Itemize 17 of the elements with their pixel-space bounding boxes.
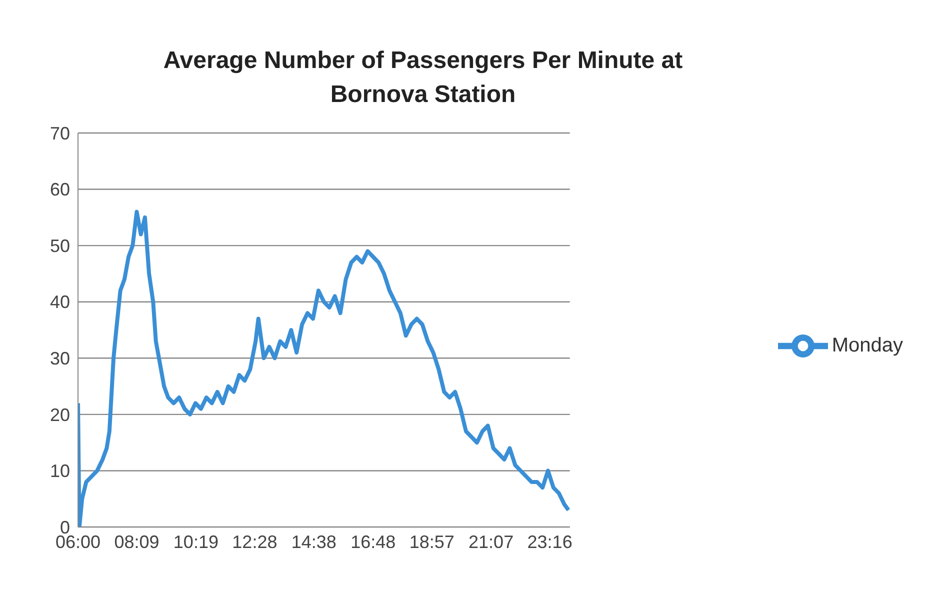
x-tick-label: 16:48 [350, 532, 396, 552]
y-tick-label: 10 [50, 461, 70, 482]
y-tick-label: 50 [50, 236, 70, 256]
x-tick-label: 12:28 [232, 532, 278, 552]
x-tick-label: 23:16 [527, 532, 572, 552]
y-tick-label: 70 [50, 123, 70, 144]
y-tick-label: 60 [50, 180, 70, 200]
x-tick-label: 18:57 [409, 532, 454, 552]
y-tick-label: 20 [50, 404, 70, 425]
x-tick-label: 10:19 [173, 532, 218, 552]
x-tick-label: 21:07 [468, 532, 514, 552]
legend-label: Monday [832, 334, 903, 356]
y-tick-label: 30 [50, 348, 70, 369]
x-tick-label: 14:38 [291, 532, 336, 552]
chart-title: Average Number of Passengers Per Minute at Bornova Station [162, 46, 684, 110]
x-tick-label: 08:09 [114, 532, 160, 552]
y-tick-label: 40 [50, 292, 70, 312]
